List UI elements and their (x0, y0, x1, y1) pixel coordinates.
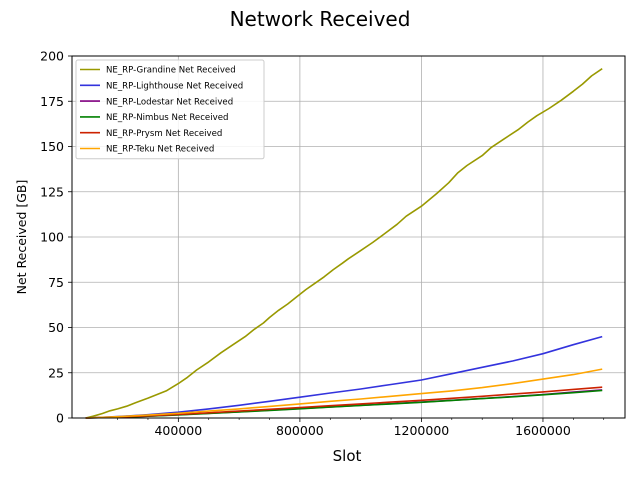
axis-ticks: 400000 800000 1200000 1600000 0 25 50 75 100 125 1… (40, 49, 605, 438)
x-tick-label: 800000 (276, 423, 324, 438)
y-tick-label: 175 (40, 94, 64, 109)
series-line-0 (85, 68, 603, 419)
legend-entry-label: NE_RP-Grandine Net Received (106, 66, 236, 76)
legend-entry-label: NE_RP-Lighthouse Net Received (106, 82, 243, 92)
legend-entry-label: NE_RP-Nimbus Net Received (106, 113, 228, 123)
legend-entry-label: NE_RP-Prysm Net Received (106, 129, 222, 139)
x-tick-label: 1200000 (394, 423, 450, 438)
legend-entry-label: NE_RP-Lodestar Net Received (106, 97, 233, 107)
x-tick-label: 1600000 (515, 423, 571, 438)
y-tick-label: 75 (48, 275, 64, 290)
legend: NE_RP-Grandine Net Received NE_RP-Lightho… (75, 59, 265, 160)
x-axis-label: Slot (333, 447, 362, 465)
y-axis-label: Net Received [GB] (14, 180, 29, 295)
series-line-5 (85, 368, 603, 419)
series-line-1 (85, 335, 603, 419)
y-tick-label: 150 (40, 139, 64, 154)
grid (72, 55, 625, 419)
legend-box (75, 59, 265, 160)
y-tick-label: 50 (48, 320, 64, 335)
y-tick-label: 100 (40, 230, 64, 245)
legend-entry-label: NE_RP-Teku Net Received (106, 145, 214, 155)
y-tick-label: 125 (40, 184, 64, 199)
y-tick-label: 25 (48, 365, 64, 380)
y-tick-label: 0 (56, 411, 64, 426)
series-lines (85, 68, 603, 419)
x-tick-label: 400000 (154, 423, 202, 438)
series-line-4 (85, 386, 603, 419)
y-tick-label: 200 (40, 49, 64, 64)
chart-title: Network Received (230, 7, 411, 31)
